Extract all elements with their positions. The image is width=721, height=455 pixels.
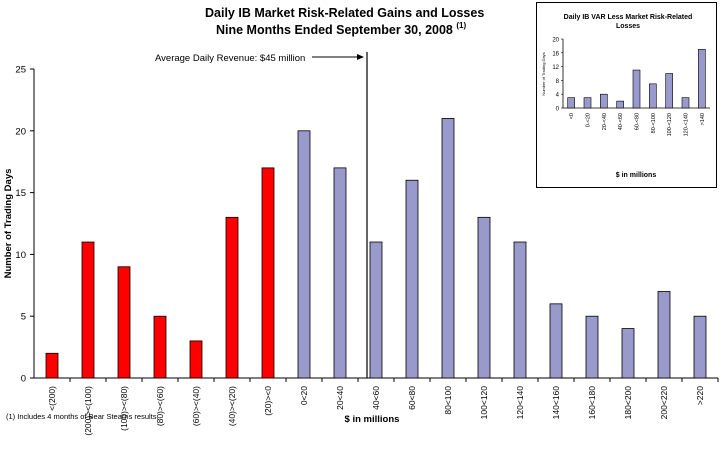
bar bbox=[441, 118, 455, 379]
inset-bar bbox=[649, 83, 657, 109]
x-tick-label: (40)><(20) bbox=[227, 386, 237, 426]
inset-bar bbox=[681, 97, 690, 109]
inset-y-tick-label: 8 bbox=[556, 79, 560, 85]
y-tick-label: 20 bbox=[15, 126, 26, 137]
inset-bar bbox=[665, 73, 673, 109]
bar bbox=[153, 315, 167, 379]
y-tick-label: 25 bbox=[15, 65, 26, 76]
chart-subtitle-text: Nine Months Ended September 30, 2008 bbox=[216, 23, 453, 37]
x-tick-label: 20<40 bbox=[335, 386, 345, 410]
inset-title-line2: Losses bbox=[616, 23, 640, 30]
inset-y-tick-label: 4 bbox=[556, 93, 560, 99]
bar bbox=[261, 167, 275, 379]
inset-bar bbox=[632, 69, 641, 109]
bar bbox=[369, 241, 383, 379]
bar bbox=[513, 241, 527, 379]
x-tick-label: >220 bbox=[695, 386, 705, 405]
inset-chart-frame bbox=[536, 2, 717, 188]
x-tick-label: 180<200 bbox=[623, 386, 633, 420]
chart-title-line1: Daily IB Market Risk-Related Gains and L… bbox=[205, 6, 485, 20]
bar bbox=[45, 352, 59, 379]
x-tick-label: 160<180 bbox=[587, 386, 597, 420]
inset-bar bbox=[616, 100, 624, 109]
y-tick-label: 15 bbox=[15, 188, 26, 199]
inset-x-tick-label: 40-<60 bbox=[618, 113, 624, 130]
x-tick-label: 100<120 bbox=[479, 386, 489, 420]
bar bbox=[189, 340, 203, 379]
bar bbox=[657, 291, 671, 379]
inset-y-axis-label: Number of Trading Days bbox=[541, 52, 546, 95]
inset-y-tick-label: 12 bbox=[552, 65, 559, 71]
x-tick-label: 80<100 bbox=[443, 386, 453, 415]
bar bbox=[297, 130, 311, 379]
inset-x-tick-label: 120-<140 bbox=[684, 113, 690, 136]
bar bbox=[585, 315, 599, 379]
inset-x-axis-label: $ in millions bbox=[616, 172, 657, 179]
annotation-arrow-head bbox=[357, 54, 364, 60]
inset-y-tick-label: 16 bbox=[552, 51, 559, 57]
y-tick-label: 10 bbox=[15, 250, 26, 261]
chart-subtitle-note: (1) bbox=[456, 21, 467, 30]
x-tick-label: (60)><(40) bbox=[191, 386, 201, 426]
bar bbox=[477, 216, 491, 379]
inset-bar bbox=[583, 97, 592, 109]
bar bbox=[693, 315, 707, 379]
inset-x-tick-label: 80-<100 bbox=[651, 113, 657, 133]
x-tick-label: 140<160 bbox=[551, 386, 561, 420]
y-tick-label: 0 bbox=[21, 374, 26, 385]
bar bbox=[405, 179, 419, 379]
y-tick-label: 5 bbox=[21, 312, 26, 323]
inset-y-tick-label: 0 bbox=[556, 107, 560, 113]
inset-x-tick-label: 60-<80 bbox=[635, 113, 641, 130]
x-tick-label: 120<140 bbox=[515, 386, 525, 420]
x-tick-label: (80)><(60) bbox=[155, 386, 165, 426]
x-tick-label: (100)><(80) bbox=[119, 386, 129, 431]
bar bbox=[225, 216, 239, 379]
inset-x-tick-label: >140 bbox=[700, 113, 706, 125]
footnote: (1) Includes 4 months of Bear Stearns re… bbox=[6, 412, 159, 421]
inset-x-tick-label: 20-<40 bbox=[602, 113, 608, 130]
inset-x-tick-label: 100-<120 bbox=[667, 113, 673, 136]
x-tick-label: 40<60 bbox=[371, 386, 381, 410]
x-tick-label: <(200) bbox=[47, 386, 57, 411]
x-tick-label: 0<20 bbox=[299, 386, 309, 405]
bar bbox=[549, 303, 563, 379]
bar bbox=[81, 241, 95, 379]
average-revenue-annotation: Average Daily Revenue: $45 million bbox=[155, 53, 305, 64]
x-tick-label: (200)><(100) bbox=[83, 386, 93, 436]
x-tick-label: 60<80 bbox=[407, 386, 417, 410]
x-axis-label: $ in millions bbox=[345, 414, 400, 425]
inset-x-tick-label: <0 bbox=[569, 113, 575, 119]
x-tick-label: (20)><0 bbox=[263, 386, 273, 416]
inset-y-tick-label: 20 bbox=[552, 38, 559, 44]
bar bbox=[333, 167, 347, 379]
chart-subtitle: Nine Months Ended September 30, 2008 (1) bbox=[216, 21, 467, 37]
y-axis-label: Number of Trading Days bbox=[3, 169, 14, 279]
inset-bar bbox=[698, 49, 706, 109]
inset-x-tick-label: 0-<20 bbox=[586, 113, 592, 127]
bar bbox=[117, 266, 131, 379]
x-tick-label: 200<220 bbox=[659, 386, 669, 420]
inset-bar bbox=[600, 93, 608, 109]
inset-title-line1: Daily IB VAR Less Market Risk-Related bbox=[564, 14, 693, 21]
inset-bar bbox=[567, 97, 575, 109]
bar bbox=[621, 328, 635, 379]
